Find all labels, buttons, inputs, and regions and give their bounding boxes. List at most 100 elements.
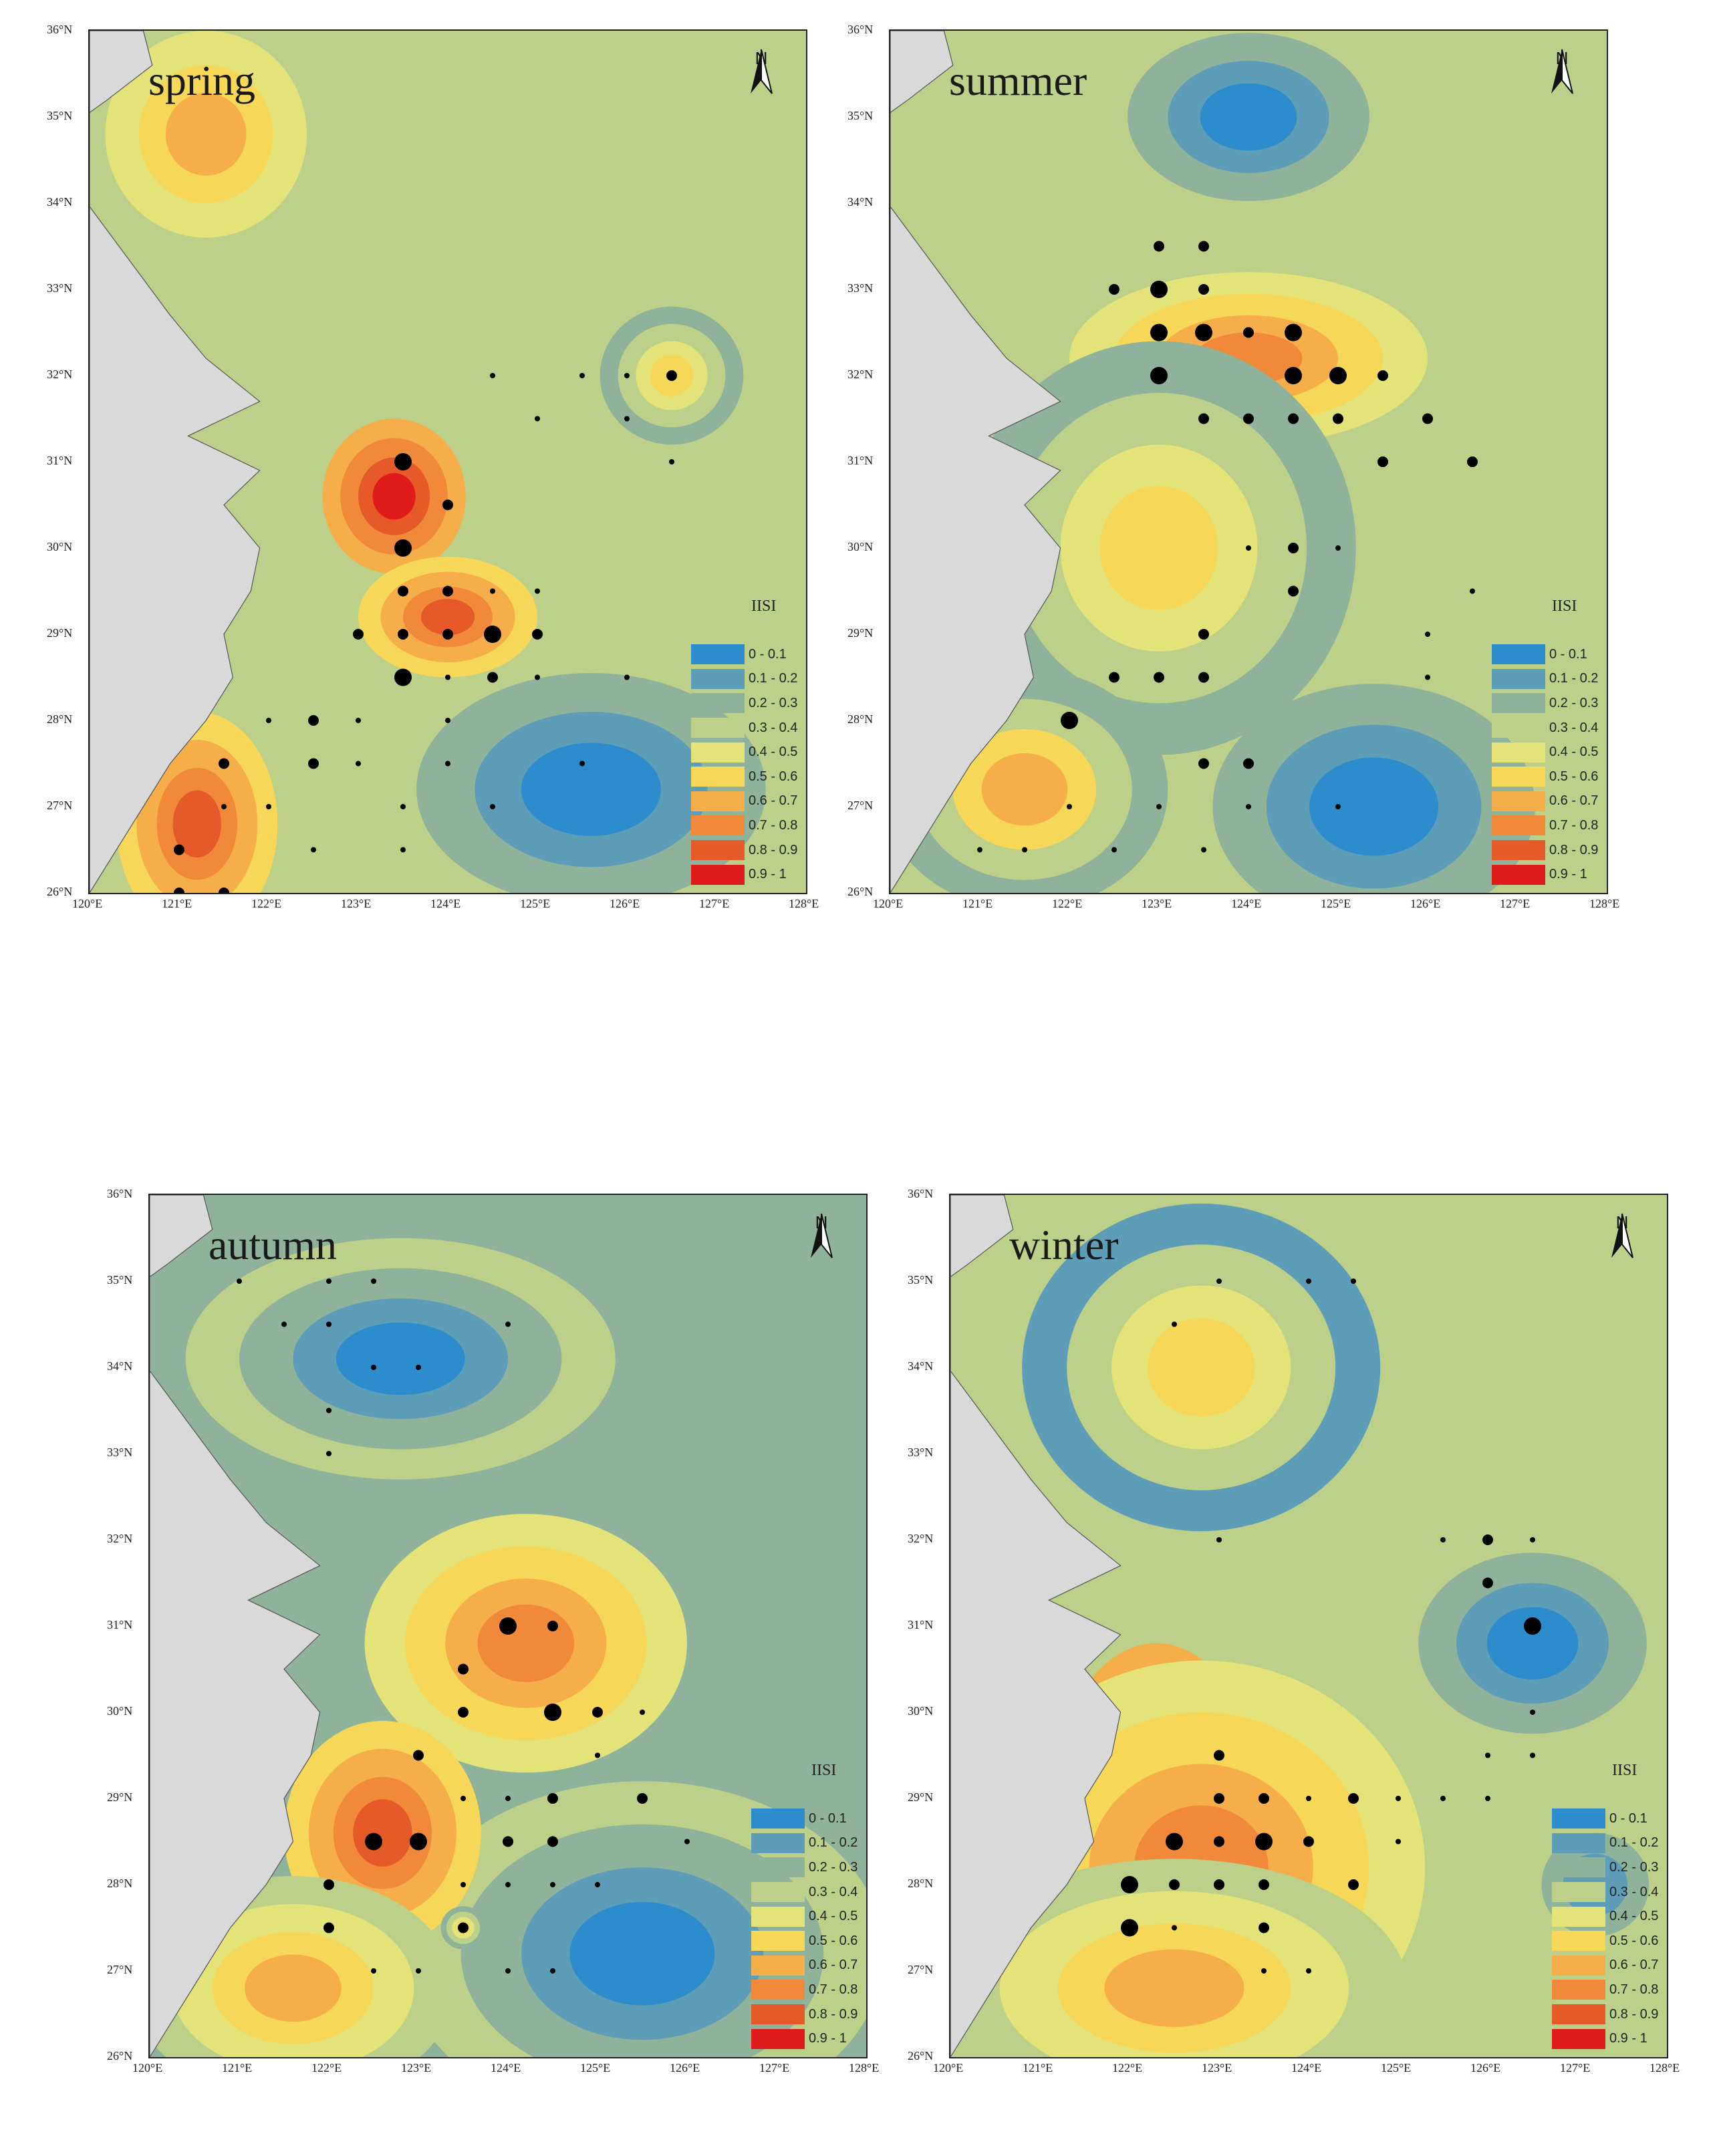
station-point <box>445 674 450 680</box>
station-point <box>1485 1752 1490 1758</box>
legend-label: 0.7 - 0.8 <box>749 817 798 833</box>
station-point <box>1288 413 1299 424</box>
station-point <box>356 761 361 767</box>
station-point <box>1150 323 1168 342</box>
legend-swatch <box>691 742 745 763</box>
station-point <box>1351 1278 1356 1284</box>
station-point <box>398 585 408 597</box>
legend-swatch <box>1492 767 1545 787</box>
lat-tick-label: 35°N <box>107 1273 133 1287</box>
station-point <box>1482 1534 1493 1545</box>
legend-label: 0.3 - 0.4 <box>1609 1884 1659 1899</box>
north-arrow-icon <box>751 49 773 94</box>
legend-label: 0.9 - 1 <box>809 2031 847 2046</box>
legend-swatch <box>691 767 745 787</box>
lat-tick-label: 36°N <box>47 23 73 36</box>
station-point <box>1285 367 1302 384</box>
legend-title: IISI <box>1552 597 1577 615</box>
station-point <box>365 1833 382 1851</box>
station-point <box>1482 1577 1493 1589</box>
station-point <box>1150 367 1168 384</box>
map-svg <box>950 1195 1667 2057</box>
station-point <box>624 373 630 378</box>
legend-swatch <box>1552 1931 1605 1951</box>
lon-tick-label: 123°E <box>1142 897 1172 910</box>
legend-swatch <box>691 864 745 885</box>
legend-row: 0.7 - 0.8 <box>1552 1978 1658 2002</box>
legend-row: 0.1 - 0.2 <box>751 1831 858 1856</box>
station-point <box>266 718 271 723</box>
legend-swatch <box>1492 791 1545 811</box>
lat-tick-label: 33°N <box>847 281 874 295</box>
station-point <box>1154 672 1164 683</box>
station-point <box>1425 674 1430 680</box>
hotspot-2-band-3 <box>1104 1949 1244 2027</box>
legend-label: 0.4 - 0.5 <box>1549 745 1599 760</box>
station-point <box>1156 804 1162 809</box>
lon-tick-label: 125°E <box>580 2061 611 2074</box>
station-point <box>174 888 184 893</box>
station-point <box>1396 1839 1401 1845</box>
station-point <box>326 1451 332 1456</box>
station-point <box>400 847 406 853</box>
station-point <box>535 416 540 422</box>
station-point <box>1288 543 1299 553</box>
legend-row: 0.2 - 0.3 <box>691 691 797 716</box>
lon-tick-label: 124°E <box>1231 897 1262 910</box>
legend-swatch <box>691 791 745 811</box>
station-point <box>460 1882 466 1887</box>
legend-row: 0.8 - 0.9 <box>1492 838 1598 863</box>
legend-swatch <box>751 1906 805 1927</box>
lon-tick-label: 124°E <box>1291 2061 1322 2074</box>
lon-tick-label: 120°E <box>873 897 904 910</box>
lon-tick-label: 128°E <box>1589 897 1620 910</box>
station-point <box>413 1750 424 1761</box>
lon-tick-label: 120°E <box>933 2061 964 2074</box>
legend-row: 0 - 0.1 <box>691 642 797 667</box>
lon-tick-label: 128°E <box>1650 2061 1680 2074</box>
station-point <box>1259 1879 1269 1890</box>
legend-swatch <box>1552 1833 1605 1853</box>
station-point <box>1172 1321 1177 1327</box>
lat-tick-label: 36°N <box>908 1187 934 1200</box>
legend-swatch <box>751 1833 805 1853</box>
map-panel-summer: summer N IISI 0 - 0.1 0.1 - 0.2 0.2 - 0.3 0.3 … <box>809 16 1645 932</box>
station-point <box>532 629 543 640</box>
station-point <box>1214 1836 1224 1847</box>
station-point <box>1348 1879 1359 1890</box>
north-arrow: N <box>1542 48 1582 94</box>
legend-row: 0.1 - 0.2 <box>1552 1831 1658 1856</box>
lon-tick-label: 122°E <box>251 897 282 910</box>
station-point <box>1285 323 1302 342</box>
lat-tick-label: 29°N <box>847 626 874 640</box>
station-point <box>1422 413 1433 424</box>
lon-tick-label: 124°E <box>491 2061 521 2074</box>
station-point <box>1154 241 1164 252</box>
legend-label: 0.7 - 0.8 <box>1609 1982 1659 1997</box>
lat-tick-label: 35°N <box>908 1273 934 1287</box>
station-point <box>308 758 319 769</box>
legend-row: 0.1 - 0.2 <box>691 667 797 692</box>
season-label: spring <box>148 57 255 104</box>
legend-label: 0.9 - 1 <box>1609 2031 1648 2046</box>
legend-label: 0.2 - 0.3 <box>809 1859 858 1875</box>
station-point <box>1335 804 1341 809</box>
legend-swatch <box>691 644 745 665</box>
station-point <box>535 674 540 680</box>
north-arrow: N <box>1602 1212 1642 1258</box>
station-point <box>1329 367 1347 384</box>
legend-swatch <box>1552 1857 1605 1878</box>
legend-label: 0 - 0.1 <box>809 1810 847 1826</box>
station-point <box>371 1365 376 1370</box>
station-point <box>1198 758 1209 769</box>
legend-row: 0 - 0.1 <box>1492 642 1598 667</box>
station-point <box>221 804 227 809</box>
north-arrow-icon <box>1611 1213 1633 1258</box>
coldspot-0-band-3 <box>1200 83 1297 151</box>
legend-label: 0.7 - 0.8 <box>1549 817 1599 833</box>
legend-swatch <box>691 668 745 689</box>
legend-swatch <box>1552 2004 1605 2025</box>
map-panel-autumn: autumn N IISI 0 - 0.1 0.1 - 0.2 0.2 - 0.3 0.3 … <box>68 1180 905 2096</box>
station-point <box>1335 545 1341 551</box>
legend-row: 0 - 0.1 <box>751 1806 858 1831</box>
